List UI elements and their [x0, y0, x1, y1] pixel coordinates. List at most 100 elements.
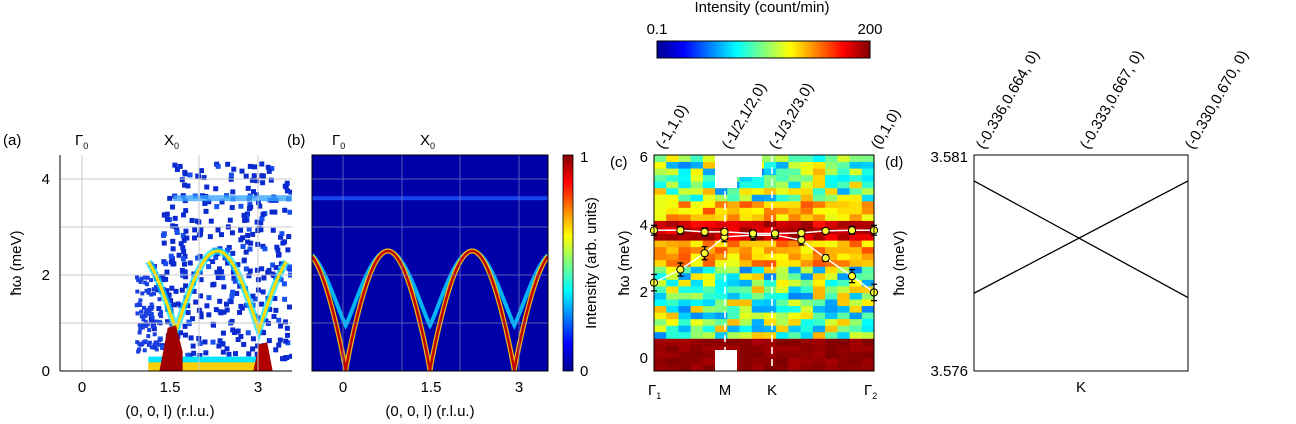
panel-c-data-point — [847, 271, 857, 281]
panel-a-noise-pixel — [170, 261, 176, 267]
panel-c-heat-cell — [702, 174, 716, 182]
panel-a-noise-pixel — [152, 291, 157, 296]
panel-a-noise-pixel — [254, 192, 260, 198]
panel-a-noise-pixel — [215, 274, 221, 280]
panel-c-heat-cell — [702, 240, 716, 248]
panel-a-noise-pixel — [180, 233, 186, 239]
panel-c-heat-cell — [825, 325, 838, 333]
panel-a-noise-pixel — [187, 260, 193, 266]
panel-d-top-label-1: (-0.336,0.664, 0) — [973, 47, 1043, 152]
panel-c-heat-cell — [776, 240, 789, 248]
panel-a-noise-pixel — [140, 325, 145, 330]
panel-a-noise-pixel — [168, 253, 174, 259]
panel-c-heat-cell — [678, 299, 692, 307]
panel-c-heat-cell — [776, 155, 789, 163]
panel-c-heat-cell — [702, 312, 716, 320]
panel-a-noise-pixel — [280, 240, 286, 246]
panel-a-noise-pixel — [270, 227, 276, 233]
panel-c-heat-cell — [837, 285, 851, 293]
panel-c-ylabel: ħω (meV) — [616, 230, 633, 295]
panel-c-heat-cell — [715, 240, 728, 248]
panel-a-noise-pixel — [192, 235, 198, 241]
panel-c-heat-cell — [776, 331, 789, 339]
panel-a-noise-pixel — [167, 195, 173, 201]
panel-c-heat-cell — [861, 168, 874, 176]
panel-c-heat-cell — [812, 357, 826, 365]
panel-a-noise-pixel — [220, 341, 226, 347]
panel-d-top-label-3: (-0.330,0.670, 0) — [1182, 47, 1252, 152]
panel-a-noise-pixel — [163, 261, 169, 267]
panel-c-heat-cell — [837, 161, 851, 169]
panel-c-heat-cell — [764, 161, 777, 169]
panel-c-heat-cell — [825, 207, 838, 215]
panel-c-heat-cell — [702, 331, 716, 339]
panel-c-heat-cell — [654, 344, 667, 352]
panel-c-heat-cell — [666, 305, 679, 313]
panel-a-noise-pixel — [188, 335, 194, 341]
panel-c-heat-cell — [812, 331, 826, 339]
panel-c-heat-cell — [788, 305, 802, 313]
panel-c-heat-cell — [776, 325, 789, 333]
panel-c-heat-cell — [727, 344, 741, 352]
panel-a-noise-pixel — [229, 230, 235, 236]
panel-a-noise-pixel — [182, 323, 188, 329]
panel-a-noise-pixel — [269, 209, 275, 215]
panel-c-heat-cell — [800, 325, 814, 333]
panel-c-heat-cell — [739, 259, 753, 267]
panel-c-heat-cell — [727, 285, 741, 293]
panel-a-noise-pixel — [164, 288, 170, 294]
panel-a-noise-pixel — [286, 304, 292, 310]
panel-c-heat-cell — [825, 233, 838, 241]
panel-a-noise-pixel — [179, 287, 185, 293]
panel-c-heat-cell — [837, 194, 851, 202]
panel-a-noise-pixel — [183, 283, 189, 289]
panel-a-noise-pixel — [258, 220, 264, 226]
panel-c-heat-cell — [654, 187, 667, 195]
panel-c-heat-cell — [849, 240, 863, 248]
panel-a-noise-pixel — [217, 309, 223, 315]
panel-a-noise-pixel — [206, 312, 212, 318]
panel-c-heat-cell — [800, 266, 814, 274]
panel-c-heat-cell — [837, 240, 851, 248]
panel-a-noise-pixel — [176, 252, 182, 258]
panel-c-heat-cell — [654, 299, 667, 307]
panel-c-heat-cell — [849, 233, 863, 241]
panel-c-heat-cell — [654, 279, 667, 287]
panel-c-heat-cell — [861, 155, 874, 163]
panel-c-heat-cell — [788, 351, 802, 359]
panel-a-noise-pixel — [174, 227, 180, 233]
panel-a-noise-pixel — [218, 232, 224, 238]
panel-c-heat-cell — [666, 207, 679, 215]
panel-a-noise-pixel — [217, 338, 223, 344]
panel-c-heat-cell — [776, 187, 789, 195]
panel-a-noise-pixel — [197, 353, 203, 359]
panel-c-heat-cell — [666, 155, 679, 163]
panel-c-heat-cell — [690, 312, 704, 320]
panel-c-heat-cell — [751, 181, 765, 189]
panel-a-noise-pixel — [154, 284, 159, 289]
panel-c-heat-cell — [812, 233, 826, 241]
panel-c-heat-cell — [776, 305, 789, 313]
panel-c-heat-cell — [715, 279, 728, 287]
panel-c-heat-cell — [764, 240, 777, 248]
panel-a-noise-pixel — [180, 256, 186, 262]
panel-a-noise-pixel — [210, 339, 216, 345]
panel-c-heat-cell — [727, 207, 741, 215]
panel-c-heat-cell — [702, 357, 716, 365]
panel-a-noise-pixel — [270, 271, 276, 277]
panel-c-heat-cell — [678, 181, 692, 189]
panel-a-noise-pixel — [250, 293, 256, 299]
panel-c-heat-cell — [727, 246, 741, 254]
panel-a-noise-pixel — [242, 216, 248, 222]
panel-c-heat-cell — [666, 253, 679, 261]
panel-c-heat-cell — [837, 253, 851, 261]
panel-c-heat-cell — [764, 344, 777, 352]
panel-c-heat-cell — [739, 344, 753, 352]
panel-c-heat-cell — [776, 344, 789, 352]
panel-c-heat-cell — [678, 272, 692, 280]
panel-a-noise-pixel — [208, 218, 214, 224]
panel-a-noise-pixel — [173, 223, 179, 229]
panel-c-heat-cell — [690, 181, 704, 189]
panel-c-heat-cell — [690, 305, 704, 313]
panel-a-noise-pixel — [230, 289, 236, 295]
